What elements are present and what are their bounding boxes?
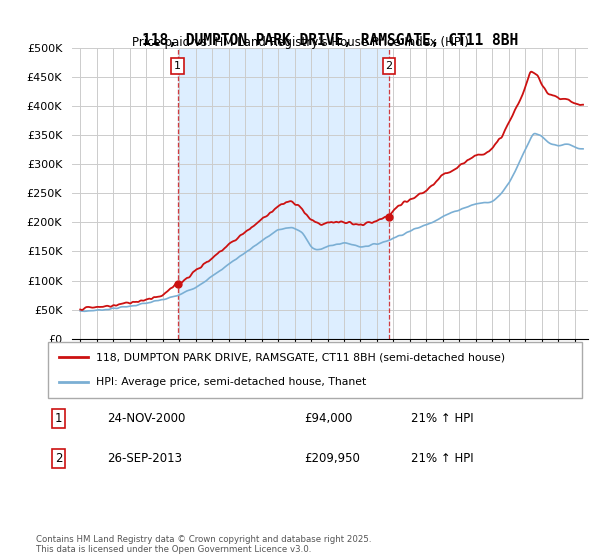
Text: 1: 1: [55, 412, 62, 425]
Text: 2: 2: [385, 61, 392, 71]
Text: HPI: Average price, semi-detached house, Thanet: HPI: Average price, semi-detached house,…: [96, 377, 367, 387]
Text: £209,950: £209,950: [304, 452, 360, 465]
Text: 24-NOV-2000: 24-NOV-2000: [107, 412, 185, 425]
Text: 26-SEP-2013: 26-SEP-2013: [107, 452, 182, 465]
Text: Contains HM Land Registry data © Crown copyright and database right 2025.
This d: Contains HM Land Registry data © Crown c…: [36, 535, 371, 554]
Title: 118, DUMPTON PARK DRIVE, RAMSGATE, CT11 8BH: 118, DUMPTON PARK DRIVE, RAMSGATE, CT11 …: [142, 32, 518, 48]
Text: Price paid vs. HM Land Registry's House Price Index (HPI): Price paid vs. HM Land Registry's House …: [131, 36, 469, 49]
Bar: [178, 48, 389, 339]
FancyBboxPatch shape: [48, 342, 582, 398]
Text: £94,000: £94,000: [304, 412, 353, 425]
Text: 2: 2: [55, 452, 62, 465]
Text: 1: 1: [174, 61, 181, 71]
Text: 118, DUMPTON PARK DRIVE, RAMSGATE, CT11 8BH (semi-detached house): 118, DUMPTON PARK DRIVE, RAMSGATE, CT11 …: [96, 352, 505, 362]
Text: 21% ↑ HPI: 21% ↑ HPI: [411, 452, 474, 465]
Text: 21% ↑ HPI: 21% ↑ HPI: [411, 412, 474, 425]
